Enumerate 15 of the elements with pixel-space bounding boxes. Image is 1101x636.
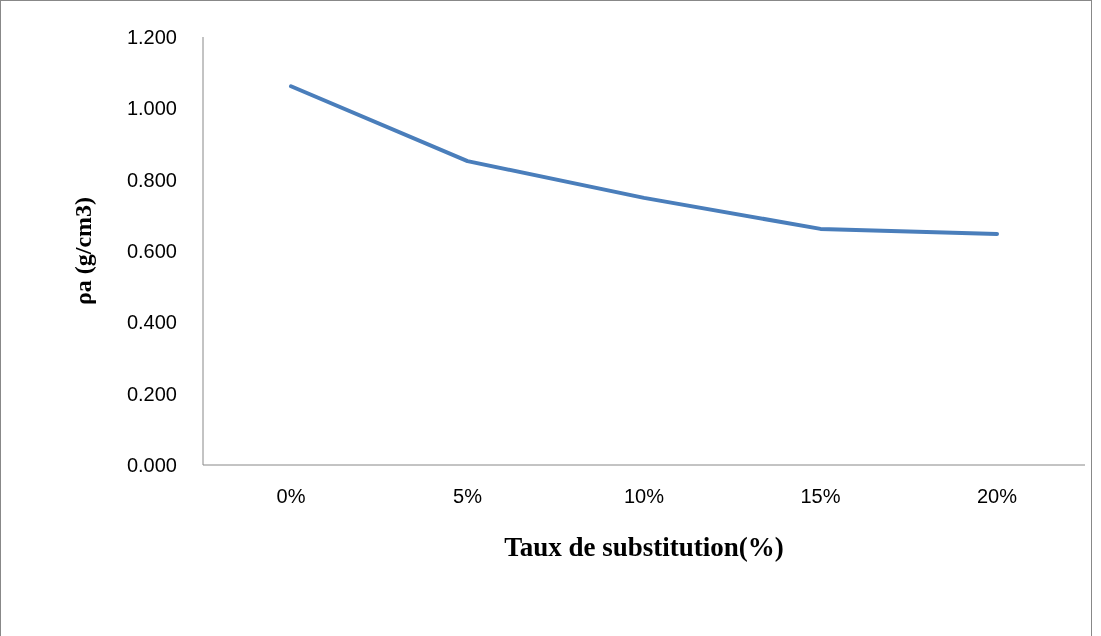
x-tick-label: 15% xyxy=(800,485,841,508)
x-tick-label: 5% xyxy=(453,485,483,508)
y-tick-label: 0.000 xyxy=(126,454,177,477)
y-tick-label: 1.000 xyxy=(126,97,177,120)
y-tick-label: 1.200 xyxy=(126,26,177,49)
line-series xyxy=(289,84,999,236)
y-tick-label: 0.600 xyxy=(126,240,177,263)
x-tick-label: 20% xyxy=(976,485,1018,508)
x-axis-title: Taux de substitution(%) xyxy=(504,532,784,563)
y-tick-label: 0.800 xyxy=(126,168,177,191)
y-tick-label: 0.400 xyxy=(126,311,177,334)
y-tick-label: 0.200 xyxy=(126,382,177,405)
y-axis-title: ρa (g/cm3) xyxy=(69,196,96,306)
x-tick-label: 0% xyxy=(276,485,306,508)
x-tick-label: 10% xyxy=(623,485,665,508)
